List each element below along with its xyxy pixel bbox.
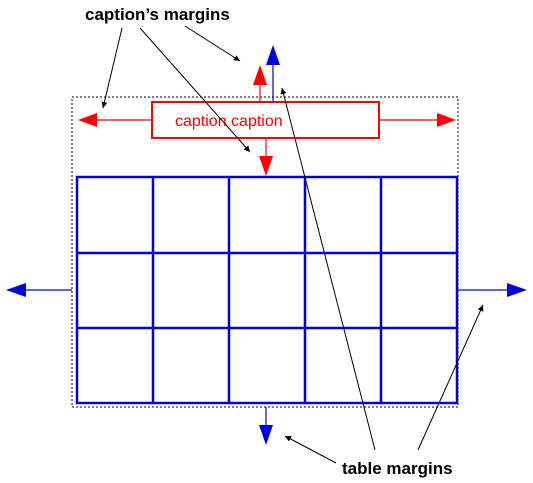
table-margins-label: table margins (342, 459, 453, 478)
caption-margin-bottom-arrowhead (259, 156, 273, 176)
table-margins-leader-to-bottom (284, 435, 337, 464)
caption-margin-top-arrowhead (253, 65, 267, 85)
caption-margin-left-arrowhead (78, 113, 97, 127)
caption-margins-leader-to-left (101, 27, 123, 109)
table-outline (75, 175, 459, 405)
table-margin-top-arrowhead (266, 45, 280, 65)
table-margin-right-arrowhead (507, 283, 527, 297)
table-margin-left-arrowhead (6, 283, 26, 297)
caption-box-text: caption caption (175, 113, 283, 130)
caption-margin-right-arrowhead (437, 113, 456, 127)
caption-margins-leaders (101, 25, 251, 153)
caption-margins-leader-to-top (184, 25, 241, 62)
table-margins-leaders (280, 87, 484, 464)
table-margin-arrows (6, 45, 527, 445)
caption-margin-arrows (78, 65, 456, 176)
table-grid (75, 175, 459, 405)
table-margins-leader-to-right (417, 304, 484, 451)
caption-margins-label: caption’s margins (85, 5, 230, 24)
caption-margins-leader-to-bottom (139, 27, 251, 153)
table-margin-bottom-arrowhead (259, 425, 273, 445)
table-margins-leader-to-top (280, 87, 376, 451)
